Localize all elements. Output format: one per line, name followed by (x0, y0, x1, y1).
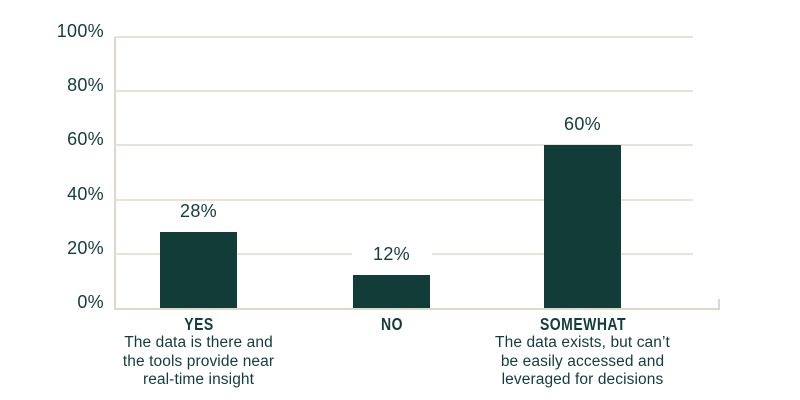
bar-value-label: 60% (542, 114, 623, 136)
y-tick-label: 20% (67, 237, 104, 258)
x-axis-line (114, 308, 720, 310)
y-tick-label: 60% (67, 129, 104, 150)
gridline (115, 144, 693, 147)
category-description-line: real-time insight (142, 371, 255, 388)
y-tick-label: 100% (56, 21, 104, 41)
bar (160, 232, 237, 308)
gridline (115, 90, 693, 93)
bar-value-label: 28% (158, 201, 239, 223)
category-description: The data exists, but can’t be easily acce… (463, 334, 703, 390)
category-label: NO (380, 314, 403, 334)
category-description-line: The data exists, but can’t (495, 334, 670, 351)
bar (544, 145, 621, 308)
bar (353, 275, 430, 308)
category-label: YES (183, 314, 214, 334)
y-tick-label: 0% (77, 292, 104, 312)
category-description-line: be easily accessed and (500, 352, 665, 370)
category-description-line: the tools provide near (122, 352, 275, 370)
y-tick-label: 40% (67, 183, 104, 204)
category-description: The data is there and the tools provide n… (79, 334, 319, 390)
gridline (115, 198, 693, 201)
category-label: SOMEWHAT (539, 314, 626, 334)
y-tick-label: 80% (67, 75, 104, 96)
y-axis-line (114, 37, 116, 310)
gridline (115, 36, 693, 38)
category-description-line: leveraged for decisions (501, 371, 664, 388)
bar-value-label: 12% (351, 244, 432, 266)
x-axis-end-tick (718, 299, 720, 310)
category-description-line: The data is there and (124, 334, 273, 351)
